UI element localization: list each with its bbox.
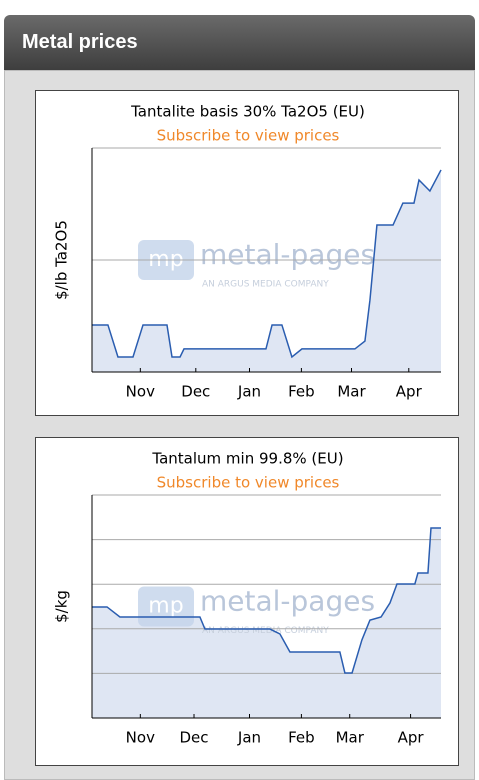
x-tick-label: Jan <box>237 729 261 747</box>
x-tick-label: Apr <box>396 383 423 401</box>
x-tick-label: Feb <box>288 729 315 747</box>
chart-title: Tantalum min 99.8% (EU) <box>151 450 343 468</box>
chart-subtitle: Subscribe to view prices <box>157 127 340 145</box>
x-tick-label: Apr <box>398 729 425 747</box>
watermark-logo: mp <box>148 594 183 619</box>
watermark-name: metal-pages <box>200 585 375 618</box>
area <box>92 528 441 718</box>
area <box>92 169 441 372</box>
x-tick-label: Dec <box>181 383 210 401</box>
chart-title: Tantalite basis 30% Ta2O5 (EU) <box>130 103 365 121</box>
x-tick-label: Nov <box>126 383 155 401</box>
line <box>92 169 442 359</box>
header-title: Metal prices <box>22 31 138 53</box>
x-tick-label: Feb <box>288 383 315 401</box>
header: Metal prices <box>4 15 475 70</box>
watermark-tagline: AN ARGUS MEDIA COMPANY <box>202 280 329 290</box>
line <box>92 527 441 674</box>
watermark-tagline: AN ARGUS MEDIA COMPANY <box>202 626 329 636</box>
y-axis-label: $/lb Ta2O5 <box>53 220 71 300</box>
x-tick-label: Mar <box>336 729 365 747</box>
chart-subtitle: Subscribe to view prices <box>157 474 340 492</box>
x-tick-label: Dec <box>179 729 208 747</box>
watermark-name: metal-pages <box>200 238 375 271</box>
x-tick-label: Mar <box>337 383 366 401</box>
x-tick-label: Jan <box>237 383 261 401</box>
y-axis-label: $/kg <box>53 590 71 623</box>
x-tick-label: Nov <box>126 729 155 747</box>
